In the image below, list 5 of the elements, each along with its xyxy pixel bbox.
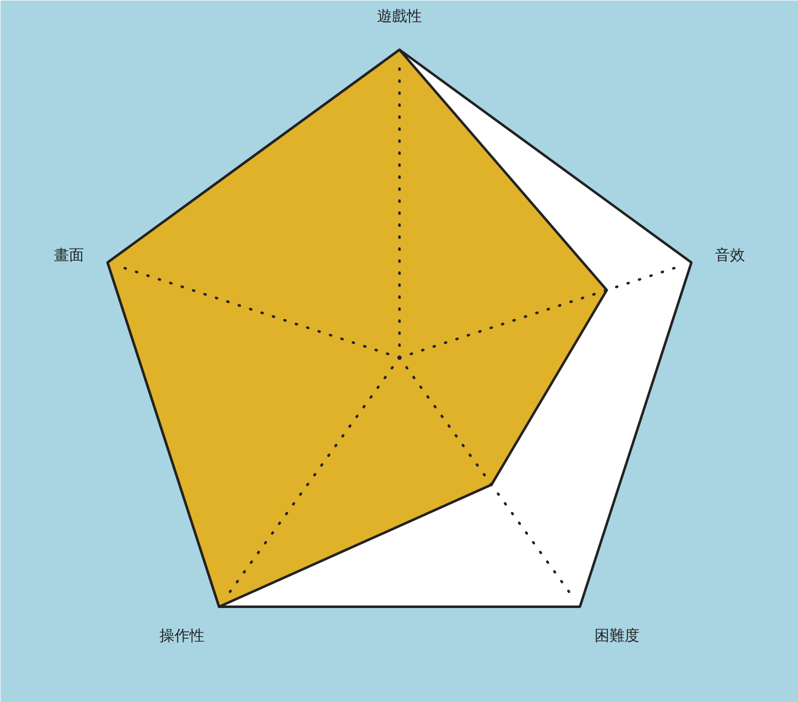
spoke-label: 操作性 (160, 626, 205, 645)
spoke-label: 遊戲性 (377, 7, 422, 26)
spoke-label: 音效 (714, 246, 745, 264)
spoke-label: 畫面 (54, 246, 84, 264)
spoke-label: 困難度 (594, 626, 640, 645)
